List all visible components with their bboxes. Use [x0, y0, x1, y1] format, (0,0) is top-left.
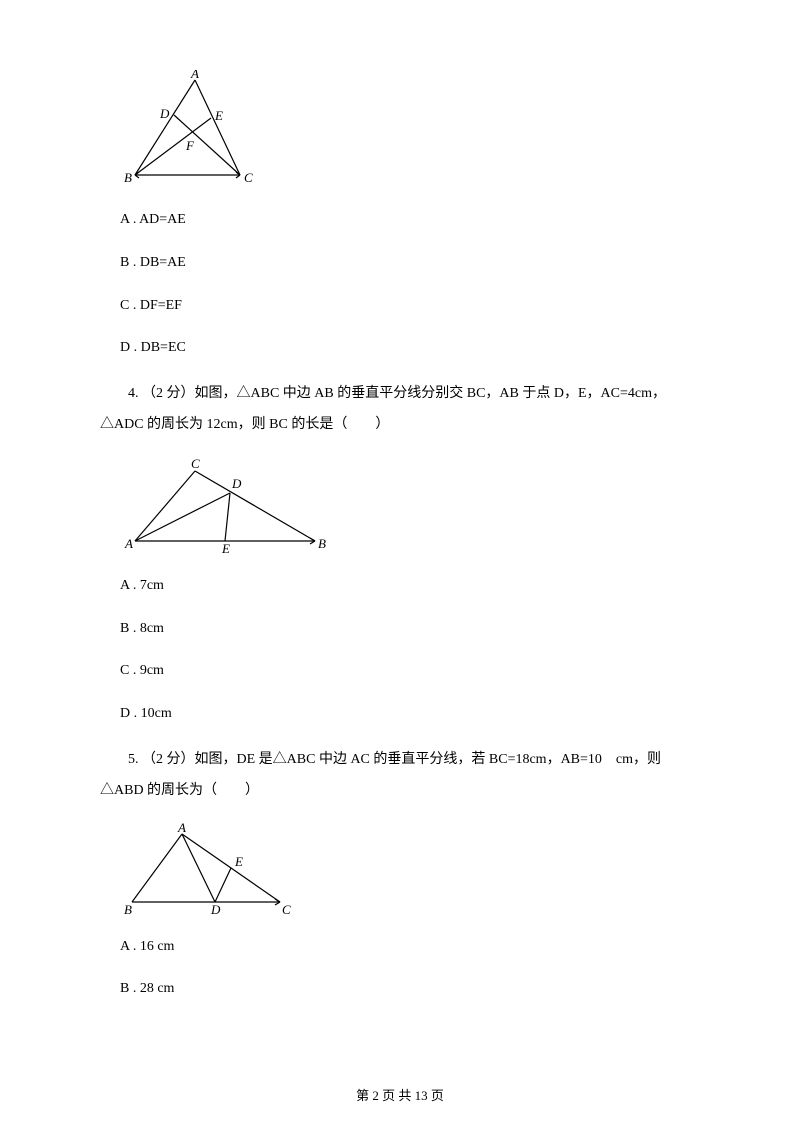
- q4-option-b: B . 8cm: [120, 614, 700, 645]
- q5-option-b: B . 28 cm: [120, 974, 700, 1005]
- svg-text:A: A: [177, 822, 186, 835]
- q3-diagram: A B C D E F: [120, 70, 700, 190]
- q3-option-a: A . AD=AE: [120, 205, 700, 236]
- q4-option-a: A . 7cm: [120, 571, 700, 602]
- q5-svg: A B C D E: [120, 822, 300, 917]
- q5-text: 5. （2 分）如图，DE 是△ABC 中边 AC 的垂直平分线，若 BC=18…: [100, 745, 700, 807]
- svg-text:D: D: [231, 476, 242, 491]
- page-content: A B C D E F A . AD=AE B . DB=AE C . DF=EF D .…: [100, 70, 700, 1005]
- q5-diagram: A B C D E: [120, 822, 700, 917]
- svg-text:C: C: [191, 456, 200, 471]
- q3-option-c: C . DF=EF: [120, 291, 700, 322]
- svg-text:B: B: [124, 170, 132, 185]
- q4-svg: A B C D E: [120, 456, 330, 556]
- svg-text:D: D: [159, 106, 170, 121]
- q4-diagram: A B C D E: [120, 456, 700, 556]
- q3-option-b: B . DB=AE: [120, 248, 700, 279]
- q4-option-c: C . 9cm: [120, 656, 700, 687]
- svg-text:A: A: [124, 536, 133, 551]
- svg-text:D: D: [210, 902, 221, 917]
- svg-text:A: A: [190, 70, 199, 81]
- svg-text:E: E: [221, 541, 230, 556]
- svg-text:B: B: [124, 902, 132, 917]
- svg-text:C: C: [282, 902, 291, 917]
- svg-text:B: B: [318, 536, 326, 551]
- svg-text:F: F: [185, 138, 195, 153]
- q5-option-a: A . 16 cm: [120, 932, 700, 963]
- q4-option-d: D . 10cm: [120, 699, 700, 730]
- page-footer: 第 2 页 共 13 页: [0, 1085, 800, 1104]
- svg-text:C: C: [244, 170, 253, 185]
- q3-option-d: D . DB=EC: [120, 333, 700, 364]
- q4-text: 4. （2 分）如图，△ABC 中边 AB 的垂直平分线分别交 BC，AB 于点…: [100, 379, 700, 441]
- svg-text:E: E: [234, 854, 243, 869]
- q3-svg: A B C D E F: [120, 70, 270, 190]
- svg-text:E: E: [214, 108, 223, 123]
